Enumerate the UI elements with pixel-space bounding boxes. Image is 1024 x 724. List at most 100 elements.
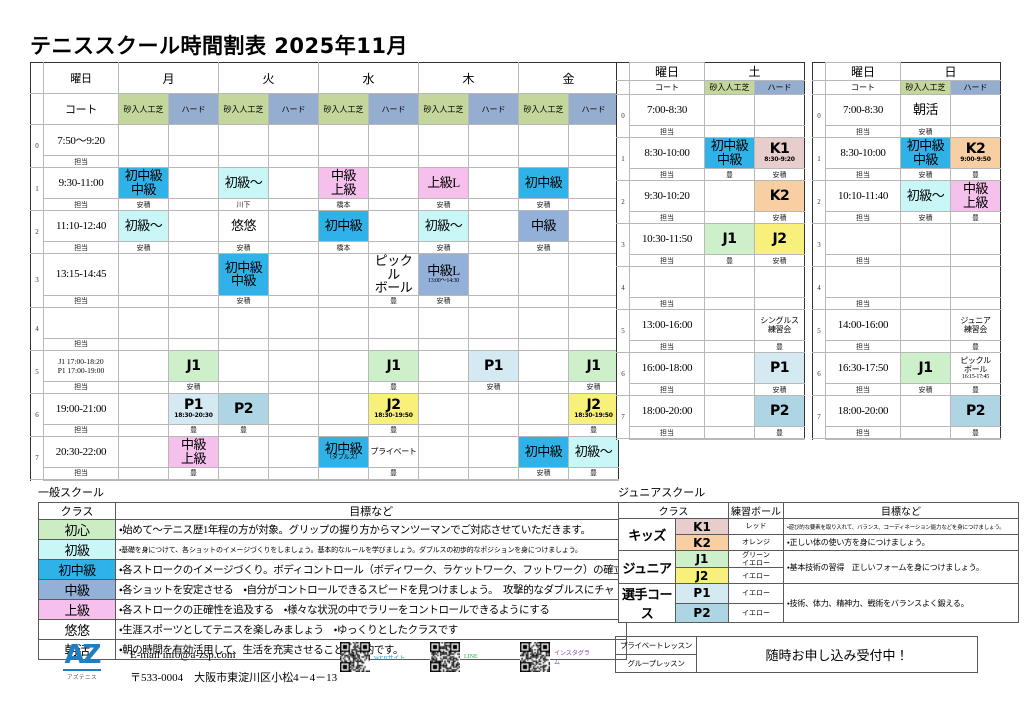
class-cell[interactable]: P2 <box>950 395 1001 427</box>
class-cell[interactable]: J2 <box>754 223 805 255</box>
class-cell[interactable]: J2 18:30-19:50 <box>368 392 419 425</box>
empty-cell[interactable] <box>318 253 369 296</box>
empty-cell[interactable] <box>568 306 619 339</box>
empty-cell[interactable] <box>900 309 951 341</box>
empty-cell[interactable] <box>468 435 519 468</box>
empty-cell[interactable] <box>368 210 419 242</box>
class-cell[interactable]: 悠悠 <box>218 210 269 242</box>
empty-cell[interactable] <box>900 223 951 255</box>
empty-cell[interactable] <box>418 435 469 468</box>
class-cell[interactable]: 中級 上級 <box>168 435 219 468</box>
empty-cell[interactable] <box>418 349 469 382</box>
class-cell[interactable]: ピックル ボール <box>368 253 419 296</box>
class-cell[interactable]: J1 <box>900 352 951 384</box>
empty-cell[interactable] <box>418 392 469 425</box>
empty-cell[interactable] <box>900 266 951 298</box>
class-cell[interactable]: 初中級 中級 <box>900 137 951 169</box>
empty-cell[interactable] <box>118 253 169 296</box>
empty-cell[interactable] <box>568 124 619 156</box>
class-cell[interactable]: 中級L 13:00〜14:30 <box>418 253 469 296</box>
empty-cell[interactable] <box>704 395 755 427</box>
empty-cell[interactable] <box>468 210 519 242</box>
empty-cell[interactable] <box>704 309 755 341</box>
empty-cell[interactable] <box>168 306 219 339</box>
class-cell[interactable]: K2 9:00-9:50 <box>950 137 1001 169</box>
class-cell[interactable]: P2 <box>754 395 805 427</box>
empty-cell[interactable] <box>754 266 805 298</box>
class-cell[interactable]: ピックル ボール 16:15-17:45 <box>950 352 1001 384</box>
class-cell[interactable]: 初中級 中級 <box>118 167 169 199</box>
class-cell[interactable]: 初中級 <box>318 210 369 242</box>
empty-cell[interactable] <box>518 124 569 156</box>
empty-cell[interactable] <box>168 210 219 242</box>
class-cell[interactable]: 初級〜 <box>418 210 469 242</box>
empty-cell[interactable] <box>268 392 319 425</box>
empty-cell[interactable] <box>518 306 569 339</box>
empty-cell[interactable] <box>168 124 219 156</box>
class-cell[interactable]: 朝活 <box>900 94 951 126</box>
empty-cell[interactable] <box>118 124 169 156</box>
qr-website[interactable]: WEBサイト <box>340 642 405 672</box>
empty-cell[interactable] <box>418 306 469 339</box>
empty-cell[interactable] <box>704 180 755 212</box>
empty-cell[interactable] <box>268 124 319 156</box>
class-cell[interactable]: P2 <box>218 392 269 425</box>
empty-cell[interactable] <box>218 349 269 382</box>
class-cell[interactable]: 初級〜 <box>900 180 951 212</box>
class-cell[interactable]: 初中級 <box>518 435 569 468</box>
empty-cell[interactable] <box>168 167 219 199</box>
class-cell[interactable]: 中級 <box>518 210 569 242</box>
empty-cell[interactable] <box>754 94 805 126</box>
empty-cell[interactable] <box>218 124 269 156</box>
class-cell[interactable]: 中級 上級 <box>950 180 1001 212</box>
empty-cell[interactable] <box>318 124 369 156</box>
empty-cell[interactable] <box>268 167 319 199</box>
empty-cell[interactable] <box>518 253 569 296</box>
empty-cell[interactable] <box>318 392 369 425</box>
class-cell[interactable]: 初中級 中級 <box>218 253 269 296</box>
empty-cell[interactable] <box>268 349 319 382</box>
class-cell[interactable]: J2 18:30-19:50 <box>568 392 619 425</box>
empty-cell[interactable] <box>468 253 519 296</box>
empty-cell[interactable] <box>268 435 319 468</box>
empty-cell[interactable] <box>318 349 369 382</box>
empty-cell[interactable] <box>518 392 569 425</box>
empty-cell[interactable] <box>704 266 755 298</box>
empty-cell[interactable] <box>704 94 755 126</box>
empty-cell[interactable] <box>118 435 169 468</box>
qr-instagram[interactable]: インスタグラム <box>520 642 590 672</box>
empty-cell[interactable] <box>900 395 951 427</box>
empty-cell[interactable] <box>568 167 619 199</box>
class-cell[interactable]: J1 <box>368 349 419 382</box>
class-cell[interactable]: 初中級 中級 <box>704 137 755 169</box>
class-cell[interactable]: 上級L <box>418 167 469 199</box>
class-cell[interactable]: 初級〜 <box>218 167 269 199</box>
empty-cell[interactable] <box>568 210 619 242</box>
empty-cell[interactable] <box>950 223 1001 255</box>
empty-cell[interactable] <box>468 124 519 156</box>
empty-cell[interactable] <box>318 306 369 339</box>
empty-cell[interactable] <box>118 306 169 339</box>
class-cell[interactable]: 初級〜 <box>118 210 169 242</box>
empty-cell[interactable] <box>368 124 419 156</box>
class-cell[interactable]: K2 <box>754 180 805 212</box>
empty-cell[interactable] <box>268 210 319 242</box>
empty-cell[interactable] <box>468 167 519 199</box>
empty-cell[interactable] <box>368 167 419 199</box>
empty-cell[interactable] <box>518 349 569 382</box>
class-cell[interactable]: P1 <box>468 349 519 382</box>
empty-cell[interactable] <box>950 94 1001 126</box>
empty-cell[interactable] <box>418 124 469 156</box>
class-cell[interactable]: 初中級 <box>518 167 569 199</box>
class-cell[interactable]: K1 8:30-9:20 <box>754 137 805 169</box>
qr-line[interactable]: LINE <box>430 642 478 672</box>
class-cell[interactable]: J1 <box>568 349 619 382</box>
class-cell[interactable]: J1 <box>168 349 219 382</box>
empty-cell[interactable] <box>218 435 269 468</box>
empty-cell[interactable] <box>468 306 519 339</box>
class-cell[interactable]: J1 <box>704 223 755 255</box>
class-cell[interactable]: 初中級 （ダブルス） <box>318 435 369 468</box>
empty-cell[interactable] <box>368 306 419 339</box>
class-cell[interactable]: P1 18:30-20:30 <box>168 392 219 425</box>
class-cell[interactable]: 中級 上級 <box>318 167 369 199</box>
